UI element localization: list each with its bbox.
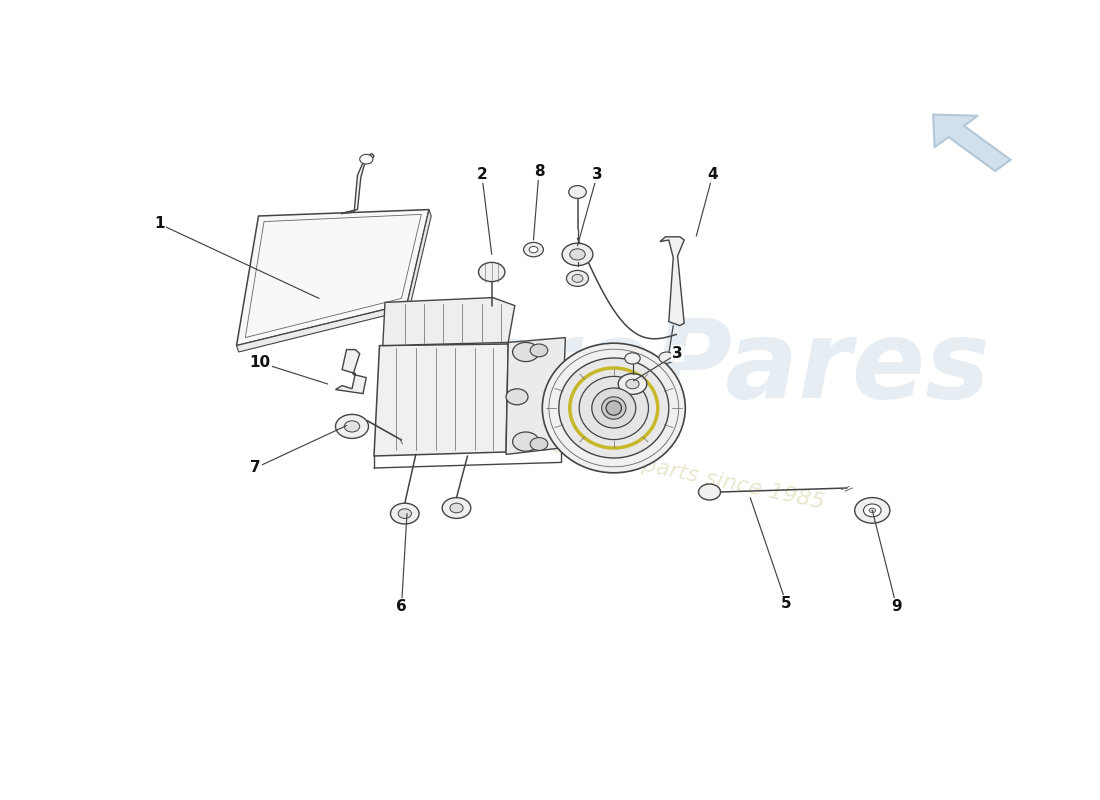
Text: euroPares: euroPares: [374, 315, 990, 421]
Circle shape: [478, 262, 505, 282]
Ellipse shape: [602, 397, 626, 419]
Polygon shape: [933, 114, 1011, 171]
Ellipse shape: [580, 376, 649, 440]
Circle shape: [513, 432, 539, 451]
Circle shape: [562, 243, 593, 266]
Text: 6: 6: [396, 599, 407, 614]
Text: 3: 3: [592, 167, 603, 182]
Text: 3: 3: [672, 346, 683, 361]
Circle shape: [442, 498, 471, 518]
Circle shape: [855, 498, 890, 523]
Circle shape: [506, 389, 528, 405]
Circle shape: [530, 438, 548, 450]
Circle shape: [529, 246, 538, 253]
Circle shape: [390, 503, 419, 524]
Text: 4: 4: [707, 167, 718, 182]
Circle shape: [625, 353, 640, 364]
Circle shape: [398, 509, 411, 518]
Text: 7: 7: [250, 461, 261, 475]
Polygon shape: [341, 154, 374, 214]
Polygon shape: [660, 237, 684, 326]
Polygon shape: [383, 298, 515, 346]
Polygon shape: [407, 210, 431, 310]
Polygon shape: [374, 344, 508, 456]
Circle shape: [570, 249, 585, 260]
Circle shape: [572, 274, 583, 282]
Polygon shape: [336, 350, 366, 394]
Text: 2: 2: [476, 167, 487, 182]
Circle shape: [344, 421, 360, 432]
Ellipse shape: [559, 358, 669, 458]
Circle shape: [524, 242, 543, 257]
Circle shape: [530, 344, 548, 357]
Circle shape: [336, 414, 368, 438]
Ellipse shape: [606, 401, 621, 415]
Polygon shape: [236, 304, 409, 352]
Circle shape: [569, 186, 586, 198]
Ellipse shape: [592, 388, 636, 428]
Circle shape: [513, 342, 539, 362]
Circle shape: [659, 352, 674, 363]
Text: a passion for parts since 1985: a passion for parts since 1985: [494, 423, 826, 513]
Circle shape: [864, 504, 881, 517]
Circle shape: [869, 508, 876, 513]
Circle shape: [618, 374, 647, 394]
Polygon shape: [506, 338, 565, 454]
Text: 9: 9: [891, 599, 902, 614]
Circle shape: [566, 270, 588, 286]
Text: 5: 5: [781, 597, 792, 611]
Circle shape: [360, 154, 373, 164]
Text: 10: 10: [249, 355, 271, 370]
Text: 1: 1: [154, 217, 165, 231]
Circle shape: [698, 484, 720, 500]
Ellipse shape: [542, 343, 685, 473]
Text: 8: 8: [534, 164, 544, 178]
Polygon shape: [236, 210, 429, 346]
Circle shape: [450, 503, 463, 513]
Circle shape: [626, 379, 639, 389]
